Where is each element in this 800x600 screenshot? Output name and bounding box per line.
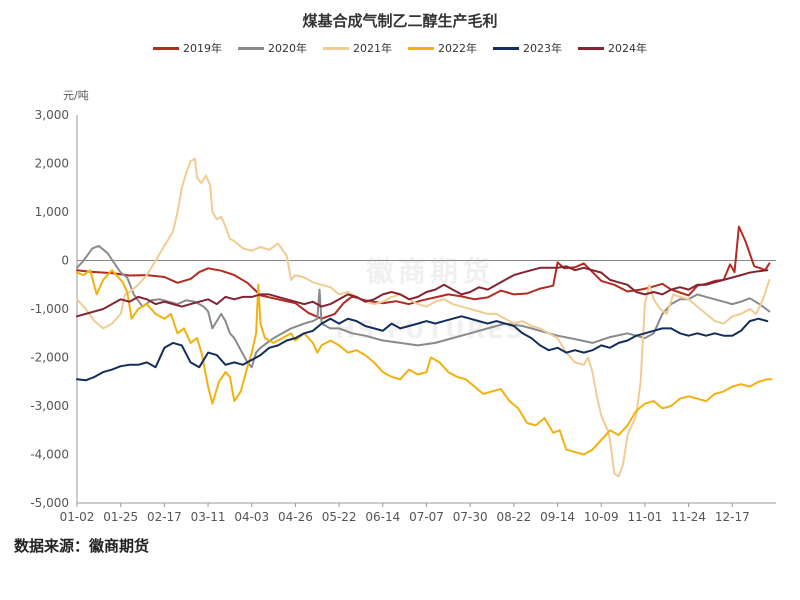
series-line-2021 [76,157,771,478]
y-tick-label: 1,000 [35,205,69,219]
x-tick-label: 08-22 [496,510,531,524]
legend-label-2024: 2024年 [608,42,647,55]
legend-item-2022[interactable]: 2022年 [408,40,477,56]
legend-swatch-2020 [238,46,264,50]
legend-item-2023[interactable]: 2023年 [493,40,562,56]
x-tick-label: 12-17 [715,510,750,524]
x-tick-label: 05-22 [322,510,357,524]
legend-swatch-2021 [323,46,349,50]
legend-swatch-2022 [408,46,434,50]
x-tick-label: 01-02 [60,510,95,524]
legend-label-2020: 2020年 [268,42,307,55]
y-tick-label: -5,000 [30,496,69,510]
y-tick-label: -2,000 [30,351,69,365]
legend-item-2020[interactable]: 2020年 [238,40,307,56]
y-tick-label: -4,000 [30,448,69,462]
legend-label-2019: 2019年 [183,42,222,55]
x-tick-label: 04-03 [234,510,269,524]
chart-legend: 2019年 2020年 2021年 2022年 2023年 2024年 [0,40,800,56]
legend-item-2019[interactable]: 2019年 [153,40,222,56]
y-tick-label: -3,000 [30,399,69,413]
x-tick-label: 06-14 [365,510,400,524]
y-tick-label: -1,000 [30,302,69,316]
x-tick-label: 11-24 [671,510,706,524]
x-tick-label: 11-01 [628,510,663,524]
y-tick-label: 0 [61,254,69,268]
y-tick-label: 2,000 [35,157,69,171]
legend-swatch-2024 [578,46,604,50]
legend-swatch-2019 [153,46,179,50]
x-tick-label: 04-26 [278,510,313,524]
y-axis-unit-label: 元/吨 [63,89,89,102]
legend-item-2021[interactable]: 2021年 [323,40,392,56]
legend-label-2021: 2021年 [353,42,392,55]
x-tick-label: 07-07 [409,510,444,524]
series-line-2022 [76,269,773,456]
legend-item-2024[interactable]: 2024年 [578,40,647,56]
x-tick-label: 02-17 [147,510,182,524]
legend-label-2023: 2023年 [523,42,562,55]
watermark-en: HS FUTURES [335,316,525,344]
y-tick-label: 3,000 [35,108,69,122]
x-tick-label: 07-30 [453,510,488,524]
chart-title: 煤基合成气制乙二醇生产毛利 [302,12,498,30]
legend-label-2022: 2022年 [438,42,477,55]
x-tick-label: 09-14 [540,510,575,524]
x-tick-label: 03-11 [191,510,226,524]
x-tick-label: 01-25 [103,510,138,524]
legend-swatch-2023 [493,46,519,50]
series-line-2023 [76,315,769,382]
x-tick-label: 10-09 [584,510,619,524]
series-line-2024 [76,265,769,318]
data-source-label: 数据来源：徽商期货 [14,537,150,555]
